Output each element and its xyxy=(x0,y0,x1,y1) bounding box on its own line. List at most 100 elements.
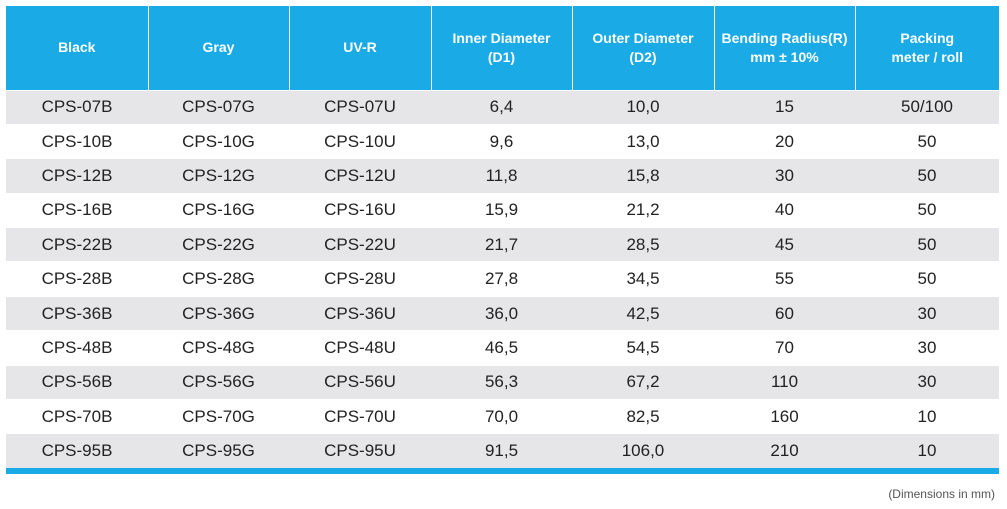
table-cell: CPS-36G xyxy=(148,295,289,331)
table-body: CPS-07B CPS-07G CPS-07U 6,4 10,0 15 50/100 CPS-… xyxy=(6,89,999,469)
table-cell: CPS-12U xyxy=(289,158,431,194)
table-cell: 10 xyxy=(855,433,999,469)
table-cell: CPS-22B xyxy=(6,227,148,262)
table-cell: CPS-95G xyxy=(148,433,289,469)
spec-table-container: Black Gray UV-R Inner Diameter (D1) Oute… xyxy=(6,6,999,475)
table-header: Black Gray UV-R Inner Diameter (D1) Oute… xyxy=(6,6,999,90)
table-cell: CPS-10B xyxy=(6,123,148,159)
table-cell: CPS-95B xyxy=(6,433,148,469)
table-cell: 54,5 xyxy=(572,330,714,366)
table-cell: 40 xyxy=(714,192,855,228)
table-cell: 56,3 xyxy=(431,364,572,400)
table-row: CPS-28B CPS-28G CPS-28U 27,8 34,5 55 50 xyxy=(6,261,999,297)
table-cell: 55 xyxy=(714,261,855,297)
header-sublabel: (D2) xyxy=(629,48,657,65)
table-cell: 30 xyxy=(855,364,999,400)
table-cell: 46,5 xyxy=(431,330,572,366)
table-cell: CPS-16U xyxy=(289,192,431,228)
table-cell: 10,0 xyxy=(572,89,714,125)
header-packing: Packing meter / roll xyxy=(854,6,999,90)
table-cell: 106,0 xyxy=(572,433,714,469)
table-cell: 45 xyxy=(714,227,855,262)
table-cell: 50/100 xyxy=(855,89,999,125)
table-cell: 21,2 xyxy=(572,192,714,228)
header-bending-radius: Bending Radius(R) mm ± 10% xyxy=(713,6,855,90)
table-cell: 110 xyxy=(714,364,855,400)
table-cell: CPS-10G xyxy=(148,123,289,159)
table-cell: CPS-28G xyxy=(148,261,289,297)
table-cell: CPS-70U xyxy=(289,399,431,434)
table-cell: CPS-16G xyxy=(148,192,289,228)
table-row: CPS-07B CPS-07G CPS-07U 6,4 10,0 15 50/100 xyxy=(6,89,999,125)
table-cell: CPS-48U xyxy=(289,330,431,366)
table-cell: 50 xyxy=(855,227,999,262)
table-cell: CPS-12G xyxy=(148,158,289,194)
header-sublabel: mm ± 10% xyxy=(750,48,819,65)
header-label: Black xyxy=(58,39,96,56)
header-sublabel: meter / roll xyxy=(891,48,964,65)
header-label: UV-R xyxy=(343,39,377,56)
table-cell: 27,8 xyxy=(431,261,572,297)
table-cell: CPS-56G xyxy=(148,364,289,400)
table-row: CPS-95B CPS-95G CPS-95U 91,5 106,0 210 10 xyxy=(6,433,999,469)
spec-table: Black Gray UV-R Inner Diameter (D1) Oute… xyxy=(6,6,999,469)
table-cell: CPS-28B xyxy=(6,261,148,297)
table-bottom-bar xyxy=(6,468,999,475)
table-cell: CPS-12B xyxy=(6,158,148,194)
table-cell: 28,5 xyxy=(572,227,714,262)
table-cell: CPS-16B xyxy=(6,192,148,228)
header-gray: Gray xyxy=(147,6,289,90)
header-label: Inner Diameter xyxy=(452,29,551,46)
table-cell: CPS-07U xyxy=(289,89,431,125)
table-cell: CPS-48G xyxy=(148,330,289,366)
header-inner-diameter: Inner Diameter (D1) xyxy=(430,6,572,90)
header-black: Black xyxy=(6,6,148,90)
table-cell: 15 xyxy=(714,89,855,125)
header-label: Bending Radius(R) xyxy=(721,29,848,46)
table-cell: 50 xyxy=(855,261,999,297)
table-cell: CPS-56U xyxy=(289,364,431,400)
header-row: Black Gray UV-R Inner Diameter (D1) Oute… xyxy=(6,6,999,90)
table-cell: 11,8 xyxy=(431,158,572,194)
header-label: Outer Diameter xyxy=(592,29,694,46)
table-cell: 15,9 xyxy=(431,192,572,228)
header-uv-r: UV-R xyxy=(288,6,431,90)
header-outer-diameter: Outer Diameter (D2) xyxy=(571,6,714,90)
table-cell: CPS-48B xyxy=(6,330,148,366)
header-sublabel: (D1) xyxy=(487,48,516,65)
table-row: CPS-48B CPS-48G CPS-48U 46,5 54,5 70 30 xyxy=(6,330,999,366)
table-cell: CPS-22U xyxy=(289,227,431,262)
table-cell: CPS-70B xyxy=(6,399,148,434)
table-row: CPS-36B CPS-36G CPS-36U 36,0 42,5 60 30 xyxy=(6,295,999,331)
table-cell: CPS-36B xyxy=(6,295,148,331)
header-label: Packing xyxy=(900,29,955,46)
table-cell: 21,7 xyxy=(431,227,572,262)
table-cell: CPS-07B xyxy=(6,89,148,125)
table-row: CPS-10B CPS-10G CPS-10U 9,6 13,0 20 50 xyxy=(6,123,999,159)
table-row: CPS-16B CPS-16G CPS-16U 15,9 21,2 40 50 xyxy=(6,192,999,228)
table-cell: 20 xyxy=(714,123,855,159)
table-row: CPS-56B CPS-56G CPS-56U 56,3 67,2 110 30 xyxy=(6,364,999,400)
table-cell: 42,5 xyxy=(572,295,714,331)
table-cell: 50 xyxy=(855,192,999,228)
table-cell: 50 xyxy=(855,123,999,159)
table-cell: CPS-36U xyxy=(289,295,431,331)
table-cell: 15,8 xyxy=(572,158,714,194)
table-cell: 60 xyxy=(714,295,855,331)
table-cell: 6,4 xyxy=(431,89,572,125)
table-cell: CPS-95U xyxy=(289,433,431,469)
table-cell: 34,5 xyxy=(572,261,714,297)
table-cell: 30 xyxy=(855,295,999,331)
table-cell: 70 xyxy=(714,330,855,366)
table-cell: CPS-56B xyxy=(6,364,148,400)
header-label: Gray xyxy=(202,39,235,56)
table-cell: 82,5 xyxy=(572,399,714,434)
table-cell: 50 xyxy=(855,158,999,194)
table-cell: CPS-28U xyxy=(289,261,431,297)
table-cell: 210 xyxy=(714,433,855,469)
table-cell: 70,0 xyxy=(431,399,572,434)
table-row: CPS-22B CPS-22G CPS-22U 21,7 28,5 45 50 xyxy=(6,227,999,262)
dimensions-note: (Dimensions in mm) xyxy=(888,487,995,501)
table-cell: 67,2 xyxy=(572,364,714,400)
table-cell: 91,5 xyxy=(431,433,572,469)
